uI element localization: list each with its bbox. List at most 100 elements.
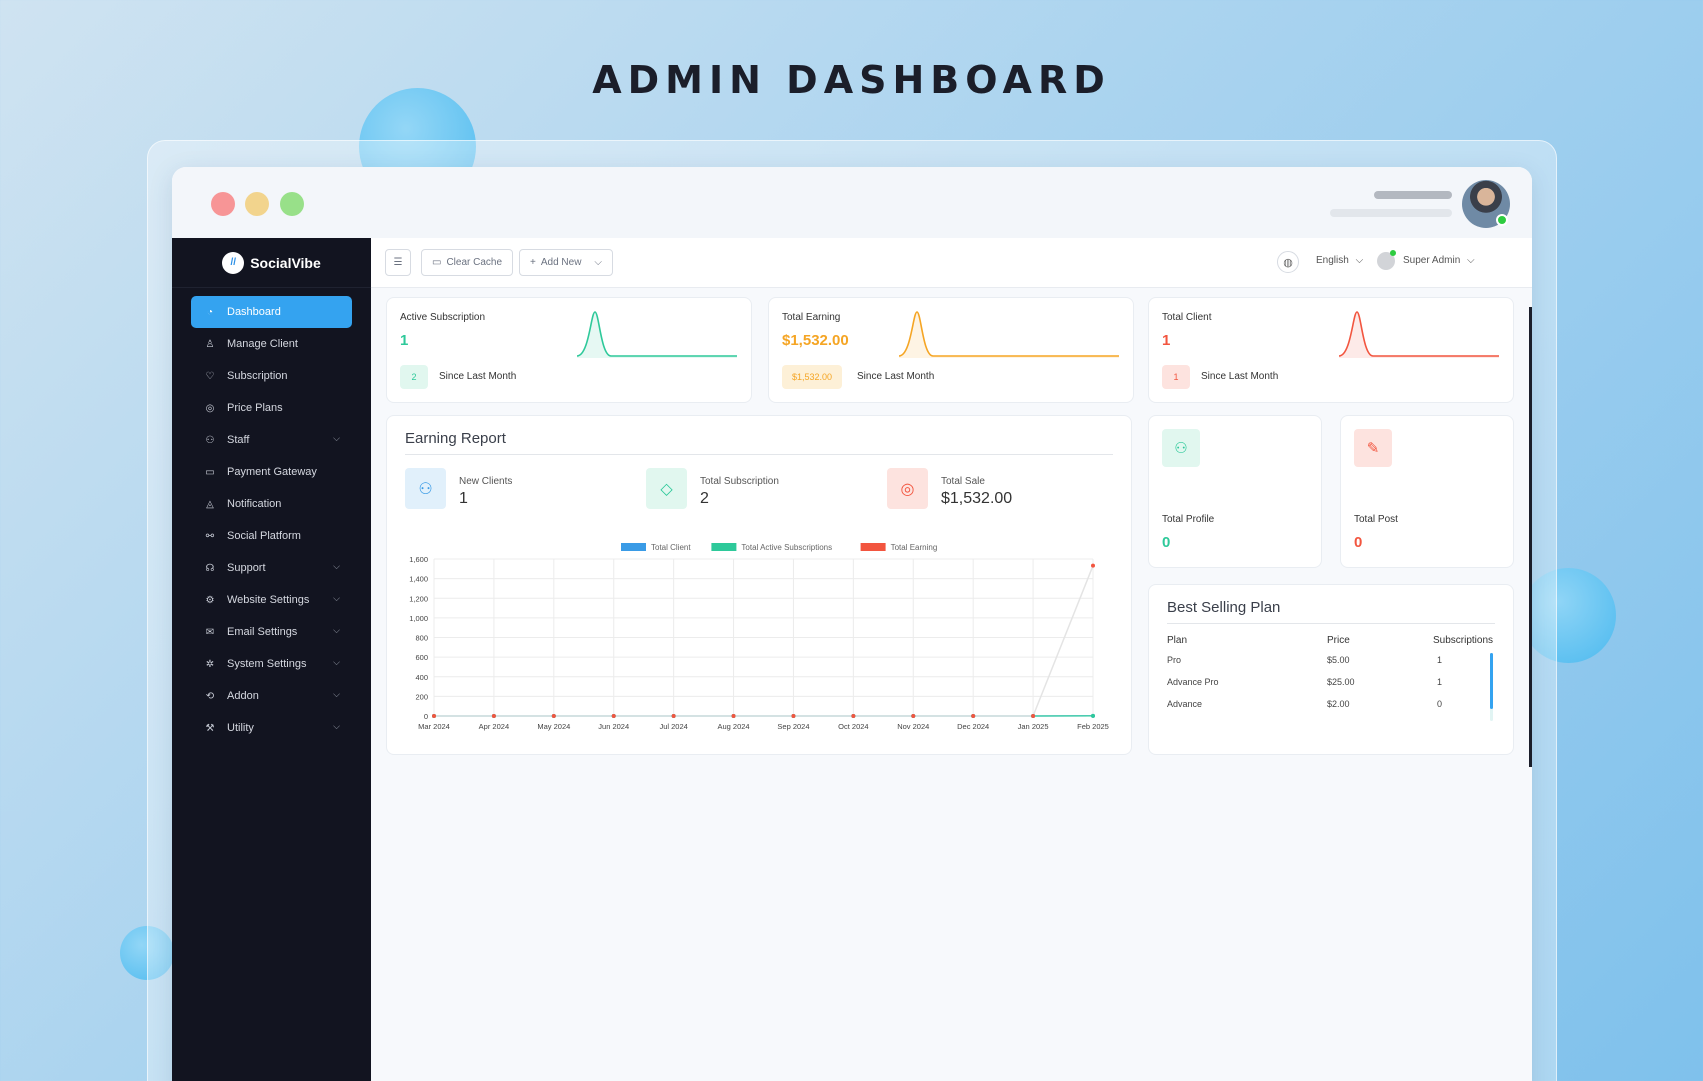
y-tick-label: 200 (415, 692, 428, 701)
table-cell: 1 (1437, 655, 1443, 665)
sidebar-item-label: Manage Client (227, 338, 298, 350)
kpi-value: 2 (700, 490, 709, 507)
menu-toggle-button[interactable]: ☰ (385, 249, 411, 276)
sidebar-item-price-plans[interactable]: ◎ Price Plans (191, 392, 352, 424)
table-row[interactable]: Advance Pro $25.00 1 (1167, 671, 1497, 693)
cog-icon: ✲ (205, 658, 215, 670)
since-last-month-label: Since Last Month (857, 371, 935, 382)
sidebar-item-label: Social Platform (227, 530, 301, 542)
table-cell: Advance (1167, 699, 1203, 709)
sidebar-item-utility[interactable]: ⚒ Utility ⌵ (191, 712, 352, 744)
sparkline (577, 311, 737, 358)
x-tick-label: Apr 2024 (479, 722, 509, 731)
data-point (1031, 714, 1036, 718)
app-window: // SocialVibe ◔ Dashboard ♙ Manage Client ♡ S… (172, 167, 1532, 1081)
stat-badge: $1,532.00 (782, 365, 843, 389)
mini-card-total-post: ✎ Total Post 0 (1340, 415, 1514, 568)
data-point (851, 714, 856, 718)
add-new-button[interactable]: + Add New ⌵ (519, 249, 614, 276)
user-name: Super Admin (1403, 255, 1461, 266)
sidebar-item-label: Support (227, 562, 266, 574)
chevron-down-icon: ⌵ (333, 721, 340, 731)
page-scrollbar[interactable] (1529, 307, 1532, 767)
data-point (791, 714, 796, 718)
sidebar-item-subscription[interactable]: ♡ Subscription (191, 360, 352, 392)
handshake-icon: ♡ (205, 370, 215, 382)
sparkline (1339, 311, 1499, 358)
placeholder-line (1374, 191, 1452, 199)
legend-label: Total Earning (891, 543, 938, 552)
kpi-new-clients: ⚇ New Clients 1 (405, 468, 625, 512)
chevron-down-icon: ⌵ (1355, 255, 1364, 266)
table-cell: $5.00 (1327, 655, 1350, 665)
y-tick-label: 1,000 (409, 614, 428, 623)
kpi-value: $1,532.00 (941, 490, 1013, 507)
best-selling-plan-card: Best Selling Plan Plan Price Subscriptions… (1148, 584, 1514, 755)
sidebar-item-label: Staff (227, 434, 250, 446)
sidebar-item-support[interactable]: ☊ Support ⌵ (191, 552, 352, 584)
y-tick-label: 1,600 (409, 555, 428, 564)
table-cell: $25.00 (1327, 677, 1355, 687)
table-header: Subscriptions (1433, 634, 1494, 646)
globe-icon[interactable]: ◍ (1277, 251, 1299, 273)
tag-icon: ◇ (646, 468, 687, 509)
data-point (551, 714, 556, 718)
hamburger-icon: ☰ (393, 257, 403, 268)
sidebar-item-social-platform[interactable]: ⚯ Social Platform (191, 520, 352, 552)
users-icon: ⚇ (1162, 429, 1200, 467)
sparkline-area (899, 312, 1119, 358)
sidebar-item-system-settings[interactable]: ✲ System Settings ⌵ (191, 648, 352, 680)
clear-cache-label: Clear Cache (446, 257, 503, 268)
stat-card-active-subscription: Active Subscription 1 2 Since Last Month (386, 297, 752, 403)
sidebar-item-staff[interactable]: ⚇ Staff ⌵ (191, 424, 352, 456)
kpi-value: 1 (459, 490, 468, 507)
table-row[interactable]: Pro $5.00 1 (1167, 649, 1497, 671)
coins-icon: ◎ (887, 468, 928, 509)
sidebar-item-email-settings[interactable]: ✉ Email Settings ⌵ (191, 616, 352, 648)
table-scroll-thumb[interactable] (1490, 653, 1493, 709)
table-cell: Advance Pro (1167, 677, 1219, 687)
divider (405, 454, 1113, 455)
earning-report-card: Earning Report ⚇ New Clients 1 ◇ Total S… (386, 415, 1132, 755)
sidebar-item-label: System Settings (227, 658, 307, 670)
sidebar-item-addon[interactable]: ⟲ Addon ⌵ (191, 680, 352, 712)
social-icon: ⚯ (205, 530, 215, 542)
x-tick-label: Aug 2024 (717, 722, 749, 731)
sidebar-item-payment-gateway[interactable]: ▭ Payment Gateway (191, 456, 352, 488)
table-cell: 0 (1437, 699, 1443, 709)
kpi-label: Total Sale (941, 476, 985, 487)
kpi-total-subscription: ◇ Total Subscription 2 (646, 468, 866, 512)
legend-label: Total Active Subscriptions (741, 543, 832, 552)
chevron-down-icon: ⌵ (333, 689, 340, 699)
sidebar-item-label: Email Settings (227, 626, 298, 638)
brand[interactable]: // SocialVibe (172, 238, 371, 288)
data-point (432, 714, 436, 718)
sidebar-item-label: Utility (227, 722, 254, 734)
language-select[interactable]: English ⌵ (1316, 255, 1363, 266)
chevron-down-icon: ⌵ (333, 657, 340, 667)
maximize-window-button[interactable] (280, 192, 304, 216)
since-last-month-label: Since Last Month (439, 371, 517, 382)
sidebar-item-notification[interactable]: ◬ Notification (191, 488, 352, 520)
legend-label: Total Client (651, 543, 691, 552)
data-point (1091, 713, 1095, 718)
y-tick-label: 600 (415, 653, 428, 662)
chevron-down-icon: ⌵ (333, 625, 340, 635)
chevron-down-icon: ⌵ (1467, 255, 1475, 266)
data-point (611, 714, 616, 718)
user-menu[interactable]: Super Admin ⌵ (1403, 255, 1475, 266)
close-window-button[interactable] (211, 192, 235, 216)
clear-cache-button[interactable]: ▭ Clear Cache (421, 249, 514, 276)
stat-label: Total Client (1162, 312, 1212, 323)
table-row[interactable]: Advance $2.00 0 (1167, 693, 1497, 715)
sidebar-item-website-settings[interactable]: ⚙ Website Settings ⌵ (191, 584, 352, 616)
sidebar-item-dashboard[interactable]: ◔ Dashboard (191, 296, 352, 328)
sidebar-item-manage-client[interactable]: ♙ Manage Client (191, 328, 352, 360)
y-tick-label: 1,200 (409, 594, 428, 603)
sidebar-item-label: Dashboard (227, 306, 281, 318)
sparkline-line (1339, 311, 1499, 357)
stat-value: 1 (400, 332, 409, 349)
minimize-window-button[interactable] (245, 192, 269, 216)
users-icon: ⚇ (405, 468, 446, 509)
user-avatar (1377, 252, 1395, 270)
